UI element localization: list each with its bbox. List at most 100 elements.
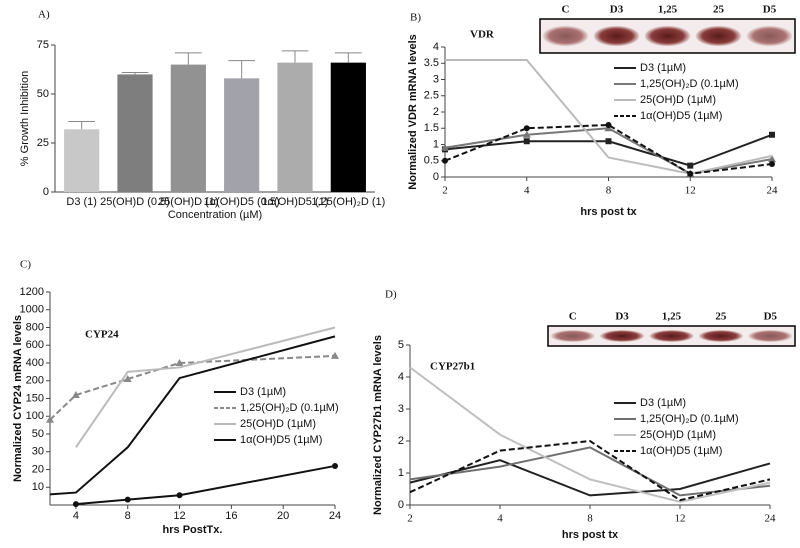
panel-label: A) [38, 9, 50, 21]
y-tick-label: 75 [37, 39, 49, 51]
chart-title: CYP27b1 [430, 361, 475, 373]
legend-label: 1α(OH)D5 (1µM) [240, 434, 322, 446]
y-tick-label: 25 [37, 137, 49, 149]
y-tick-label: 400 [26, 357, 44, 369]
blot-label: 1,25 [662, 311, 682, 323]
y-tick-label: 2.5 [424, 90, 439, 102]
series-line [409, 366, 771, 503]
x-tick-label: 2 [407, 513, 413, 525]
x-tick-label: 24 [765, 513, 777, 525]
x-tick-label: 25(OH)D (1) [158, 196, 219, 208]
bar [330, 62, 366, 192]
y-tick-label: 0 [43, 186, 49, 198]
y-tick-label: 600 [26, 339, 44, 351]
y-tick-label: 5 [398, 339, 404, 351]
x-tick-label: 12 [685, 185, 696, 197]
series-line [445, 59, 773, 175]
bar [224, 78, 260, 192]
y-tick-label: 4 [433, 41, 439, 53]
y-tick-label: 3.5 [424, 57, 439, 69]
legend-label: 25(OH)D (1µM) [240, 418, 316, 430]
blot-band [698, 330, 744, 342]
legend-label: D3 (1µM) [640, 62, 686, 74]
blot-label: 25 [713, 4, 725, 16]
marker [768, 155, 776, 163]
x-tick-label: 12 [173, 510, 185, 522]
y-tick-label: 0 [398, 499, 404, 511]
y-axis-label: % Growth Inhibition [19, 71, 31, 166]
marker [46, 415, 54, 423]
marker [123, 374, 132, 382]
series-line [409, 446, 771, 497]
y-tick-label: 4 [398, 371, 404, 383]
blot-label: 25 [715, 311, 727, 323]
x-tick-label: 25(OH)D (0.5) [100, 196, 170, 208]
x-tick-label: 8 [587, 513, 593, 525]
blot-label: D3 [615, 311, 629, 323]
y-tick-label: 1000 [20, 304, 44, 316]
x-tick-label: 1,25(OH)₂D (1) [311, 196, 385, 208]
x-axis-label: Concentration (µM) [168, 209, 262, 221]
x-tick-label: 8 [125, 510, 131, 522]
x-tick-label: 16 [225, 510, 237, 522]
y-tick-label: 1 [433, 138, 439, 150]
marker [175, 359, 184, 366]
y-tick-label: 100 [26, 410, 44, 422]
blot-band [593, 25, 640, 47]
x-tick-label: 8 [606, 185, 612, 197]
blot-band [599, 330, 645, 342]
blot-label: D5 [764, 311, 778, 323]
marker [124, 496, 131, 503]
blot-band [550, 330, 595, 342]
legend-label: 1,25(OH)₂D (0.1µM) [640, 78, 739, 90]
y-tick-label: 30 [32, 446, 44, 458]
chart-title: CYP24 [85, 329, 119, 341]
y-tick-label: 0 [433, 171, 439, 183]
blot-band [542, 25, 589, 47]
legend-label: 1α(OH)D5 (1µM) [640, 110, 722, 122]
bar [277, 62, 313, 192]
x-axis-label: hrs PostTx. [163, 524, 223, 536]
legend-label: 1,25(OH)₂D (0.1µM) [640, 413, 739, 425]
y-tick-label: 10 [32, 481, 44, 493]
blot-label: C [569, 311, 577, 323]
legend-label: 25(OH)D (1µM) [640, 429, 716, 441]
marker [769, 161, 775, 167]
y-tick-label: 1.5 [424, 122, 439, 134]
x-tick-label: 12 [675, 513, 686, 525]
legend-label: D3 (1µM) [640, 397, 686, 409]
marker [687, 162, 694, 169]
legend-label: 25(OH)D (1µM) [640, 94, 716, 106]
marker [522, 130, 531, 138]
y-tick-label: 20 [32, 463, 44, 475]
y-tick-label: 150 [26, 392, 44, 404]
y-tick-label: 3 [398, 403, 404, 415]
blot-band [649, 330, 694, 342]
x-tick-label: 24 [329, 510, 341, 522]
x-tick-label: 4 [73, 510, 79, 522]
legend-label: 1α(OH)D5 (1µM) [640, 445, 722, 457]
x-tick-label: 20 [277, 510, 289, 522]
marker [332, 462, 338, 469]
x-tick-label: 4 [524, 185, 530, 197]
marker [523, 125, 530, 132]
marker [687, 170, 694, 177]
y-axis-label: Normalized CYP24 mRNA levels [12, 315, 24, 482]
y-tick-label: 1200 [20, 286, 44, 298]
bar [117, 74, 153, 192]
blot-band [695, 25, 742, 47]
bar [170, 64, 206, 192]
x-axis-label: hrs post tx [562, 529, 619, 541]
x-tick-label: 24 [767, 185, 779, 197]
marker [176, 492, 183, 499]
y-tick-label: 2 [433, 106, 439, 118]
blot-band [746, 25, 793, 47]
blot-band [644, 25, 691, 47]
x-tick-label: 4 [497, 513, 503, 525]
series-line [75, 464, 336, 506]
series-line [444, 123, 773, 175]
x-tick-label: 2 [442, 185, 448, 197]
x-axis-label: hrs post tx [580, 206, 637, 218]
marker [523, 138, 530, 145]
